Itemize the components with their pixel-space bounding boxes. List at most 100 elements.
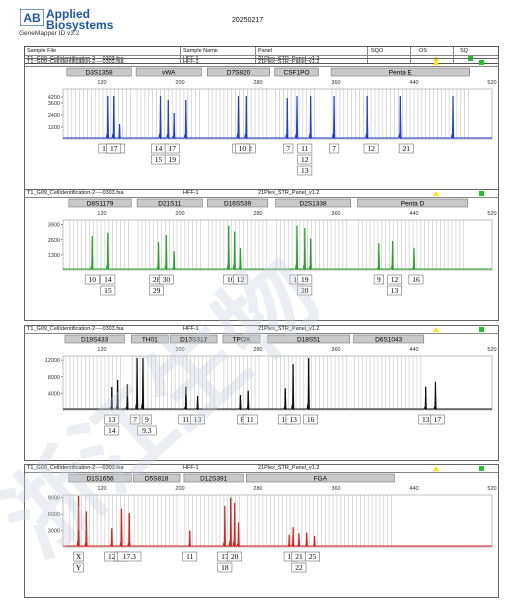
panel-panel: 21Plex_STR_Panel_v1.2 — [258, 190, 320, 196]
locus-label: D3S1358 — [86, 70, 113, 77]
panel-sample-file: T1_G09_CellIdentification-2----0303.fsa — [27, 326, 124, 332]
x-tick-label: 360 — [331, 347, 340, 353]
panel-value: 21Plex_STR_Panel_v1.2 — [258, 56, 320, 62]
locus-label: CSF1PO — [284, 70, 310, 77]
locus-label: TH01 — [142, 337, 158, 344]
allele-box — [297, 285, 313, 296]
y-tick-label: 2400 — [48, 113, 60, 119]
black-dye-panel: T1_G09_CellIdentification-2----0303.fsa H… — [24, 325, 499, 461]
x-tick-label: 520 — [487, 211, 496, 217]
allele-label: 15 — [104, 286, 112, 295]
header-value-row: T1_G09_CellIdentification-2----0303.fsa … — [25, 55, 498, 63]
allele-label: 12 — [367, 144, 375, 153]
allele-label: X — [76, 552, 82, 561]
allele-box — [233, 274, 248, 285]
x-tick-label: 200 — [175, 211, 184, 217]
plot-frame — [62, 88, 493, 140]
x-tick-label: 520 — [487, 486, 496, 492]
x-tick-label: 280 — [253, 486, 262, 492]
allele-label: 10 — [89, 275, 97, 284]
allele-label: 12 — [301, 155, 309, 164]
allele-label: 17 — [110, 144, 118, 153]
x-tick-label: 280 — [253, 211, 262, 217]
locus-box — [357, 198, 468, 208]
plot-frame — [62, 355, 493, 411]
locus-label: D1S1656 — [86, 476, 113, 483]
panel-title-row: T1_G09_CellIdentification-2----0303.fsa H… — [25, 465, 498, 473]
x-tick-label: 120 — [97, 211, 106, 217]
col-panel: Panel — [258, 48, 273, 54]
locus-label: D13S317 — [180, 337, 207, 344]
locus-box — [136, 198, 203, 208]
locus-label: TPOX — [233, 337, 251, 344]
locus-label: D8S1179 — [87, 201, 114, 208]
electropherogram-red: D1S1656 D5S818 D12S391 FGA 120 200 280 360 440 52… — [48, 473, 497, 573]
allele-label: 21 — [402, 144, 410, 153]
allele-box — [130, 414, 141, 425]
allele-label: 13 — [422, 415, 430, 424]
allele-label: 13 — [391, 286, 399, 295]
locus-box — [183, 473, 244, 483]
os-flag-icon — [433, 327, 439, 332]
allele-label: 10 — [227, 275, 235, 284]
allele-label: 16 — [307, 415, 315, 424]
allele-box — [373, 274, 384, 285]
sample-header-table: Sample File Sample Name Panel SQO OS SQ … — [24, 46, 499, 64]
allele-box — [235, 143, 250, 154]
allele-box — [329, 143, 340, 154]
brand-line1: Applied — [46, 7, 90, 21]
locus-box — [222, 334, 261, 344]
panel-title-row: T1_G09_CellIdentification-2----0303.fsa H… — [25, 59, 498, 67]
allele-box — [164, 143, 180, 154]
allele-label: 9.3 — [142, 426, 152, 435]
allele-box — [164, 154, 180, 165]
allele-label: 13 — [108, 415, 116, 424]
allele-box — [106, 143, 122, 154]
allele-box — [217, 562, 233, 573]
x-tick-label: 120 — [97, 347, 106, 353]
x-tick-label: 360 — [331, 486, 340, 492]
y-tick-label: 3600 — [48, 101, 60, 107]
allele-label: Y — [76, 563, 82, 572]
allele-label: 20 — [301, 286, 309, 295]
y-tick-label: 6000 — [48, 512, 60, 518]
y-tick-label: 8000 — [48, 375, 60, 381]
allele-box — [363, 143, 379, 154]
blue-dye-panel: T1_G09_CellIdentification-2----0303.fsa H… — [24, 58, 499, 190]
plot-frame — [62, 494, 493, 548]
allele-label: 11 — [182, 415, 189, 424]
sq-flag-icon — [479, 191, 484, 196]
y-tick-label: 3900 — [48, 223, 60, 229]
software-version: GeneMapper ID v3.2 — [19, 30, 80, 37]
allele-box — [100, 285, 116, 296]
x-tick-label: 120 — [97, 486, 106, 492]
allele-box — [159, 274, 174, 285]
x-tick-label: 280 — [253, 347, 262, 353]
x-tick-label: 200 — [175, 347, 184, 353]
brand-line2: Biosystems — [46, 18, 114, 32]
locus-box — [275, 198, 351, 208]
allele-box — [387, 285, 402, 296]
locus-label: FGA — [314, 476, 328, 483]
panel-sample-name: HFF-1 — [183, 326, 199, 332]
allele-label: 12 — [108, 552, 116, 561]
allele-box — [84, 274, 100, 285]
x-tick-label: 360 — [331, 80, 340, 86]
red-dye-panel: T1_G09_CellIdentification-2----0303.fsa H… — [24, 464, 499, 598]
locus-label: D7S820 — [227, 70, 251, 77]
allele-box — [430, 414, 445, 425]
allele-box — [303, 414, 318, 425]
applied-biosystems-logo: AB — [20, 9, 44, 26]
panel-sample-file: T1_G09_CellIdentification-2----0303.fsa — [27, 59, 124, 65]
allele-box — [408, 274, 424, 285]
allele-label: 17.3 — [123, 552, 136, 561]
panel-sample-name: HFF-1 — [183, 465, 199, 471]
sample-file-value: T1_G09_CellIdentification-2----0303.fsa — [27, 56, 124, 62]
allele-box — [227, 551, 242, 562]
sample-name-value: HFF-1 — [183, 56, 199, 62]
y-tick-label: 9000 — [48, 496, 60, 502]
allele-label: 13 — [301, 166, 309, 175]
allele-box — [73, 562, 84, 573]
allele-label: 12 — [391, 275, 399, 284]
allele-label: 19 — [301, 275, 309, 284]
